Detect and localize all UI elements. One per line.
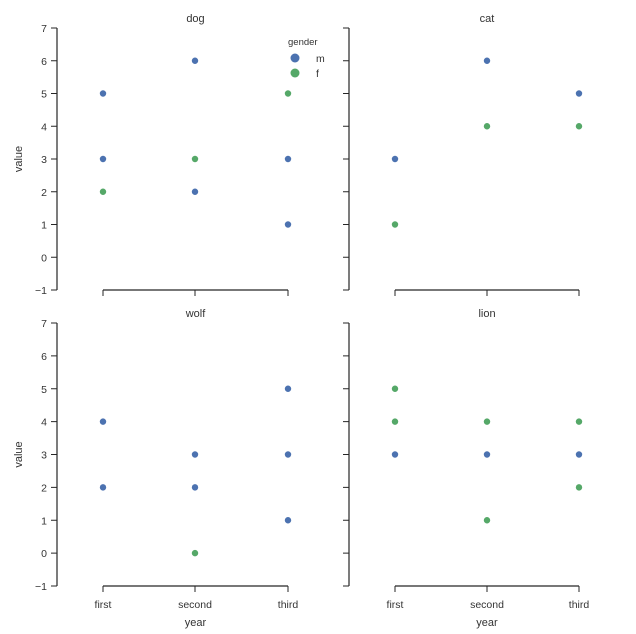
point-f	[99, 188, 107, 195]
point-f	[191, 549, 199, 557]
point-m	[284, 221, 292, 228]
x-tick-label: second	[178, 599, 212, 611]
point-f	[483, 517, 491, 524]
y-axis-label: value	[13, 441, 25, 467]
panel-dog: −1 0 1 2 3 4 5 6 7 dog value	[13, 13, 292, 297]
point-f	[391, 221, 399, 228]
y-tick-label: −1	[35, 285, 47, 297]
y-tick-label: 4	[41, 121, 47, 133]
panel-title: cat	[480, 13, 495, 25]
panel-title: wolf	[185, 308, 207, 320]
y-tick-label: 4	[41, 417, 47, 429]
point-m	[99, 155, 107, 163]
point-m	[284, 451, 292, 458]
y-tick-label: 1	[41, 515, 47, 527]
point-m	[483, 57, 491, 64]
point-f	[391, 385, 399, 392]
point-m	[191, 57, 199, 64]
point-f	[391, 418, 399, 425]
y-tick-label: 0	[41, 548, 47, 560]
x-tick-label: second	[470, 599, 504, 611]
panel-wolf: −1 0 1 2 3 4 5 6 7 first second third wolf value year	[13, 308, 298, 629]
point-m	[575, 90, 583, 97]
point-m	[99, 418, 107, 425]
point-m	[191, 188, 199, 195]
point-m	[284, 517, 292, 524]
y-tick-label: −1	[35, 581, 47, 593]
legend-marker-f	[290, 68, 300, 78]
x-tick-label: third	[278, 599, 299, 611]
point-m	[99, 484, 107, 491]
x-tick-label: first	[387, 599, 404, 611]
y-tick-label: 6	[41, 56, 47, 68]
point-f	[191, 155, 199, 163]
legend-label: m	[316, 53, 325, 65]
y-tick-label: 0	[41, 252, 47, 264]
point-m	[391, 451, 399, 458]
point-m	[391, 155, 399, 163]
x-axis-label: year	[185, 617, 207, 629]
point-m	[191, 484, 199, 491]
point-m	[483, 451, 491, 458]
y-tick-label: 2	[41, 482, 47, 494]
x-axis-label: year	[476, 617, 498, 629]
panel-cat: cat	[343, 13, 583, 296]
point-m	[284, 155, 292, 163]
point-f	[483, 418, 491, 425]
x-tick-label: third	[569, 599, 590, 611]
panel-lion: first second third lion year	[343, 308, 589, 629]
y-tick-label: 5	[41, 384, 47, 396]
y-tick-label: 3	[41, 154, 47, 166]
y-tick-label: 7	[41, 23, 47, 35]
point-m	[191, 451, 199, 458]
y-axis-label: value	[13, 146, 25, 172]
panel-title: dog	[186, 13, 204, 25]
point-m	[575, 451, 583, 458]
point-f	[575, 484, 583, 491]
point-f	[483, 123, 491, 130]
panel-title: lion	[478, 308, 495, 320]
point-f	[575, 418, 583, 425]
y-tick-label: 2	[41, 187, 47, 199]
legend-marker-m	[290, 53, 300, 63]
legend-title: gender	[288, 37, 318, 48]
legend-label: f	[316, 68, 319, 80]
y-tick-label: 3	[41, 450, 47, 462]
point-m	[99, 90, 107, 97]
y-tick-label: 1	[41, 220, 47, 232]
point-f	[284, 90, 292, 97]
point-m	[284, 385, 292, 392]
y-tick-label: 5	[41, 89, 47, 101]
x-tick-label: first	[95, 599, 112, 611]
point-f	[575, 123, 583, 130]
y-tick-label: 6	[41, 351, 47, 363]
y-tick-label: 7	[41, 318, 47, 330]
legend: gender mf	[288, 37, 325, 80]
